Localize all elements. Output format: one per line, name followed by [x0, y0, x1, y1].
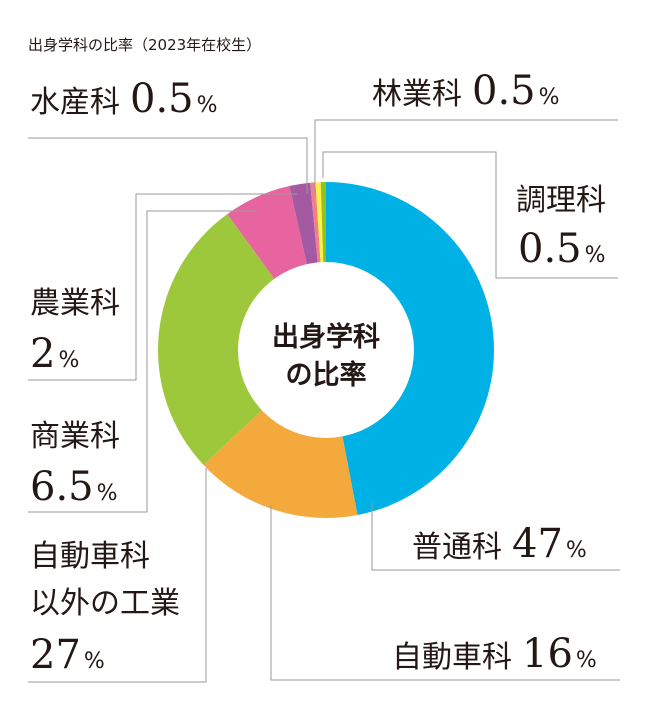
slice-name-5: 水産科 — [30, 85, 120, 120]
slice-unit-5: % — [197, 93, 218, 118]
center-label-line-1: 出身学科 — [272, 321, 380, 353]
slice-label-4-line-0: 農業科 — [30, 286, 120, 321]
slice-name-2: 自動車科 — [30, 539, 150, 574]
slice-label-2-line-2: 27% — [30, 632, 105, 678]
slice-label-4-line-1: 2% — [30, 331, 79, 377]
leader-lines — [28, 119, 620, 683]
slice-unit-6: % — [539, 85, 560, 110]
slice-name-0: 普通科 — [412, 530, 502, 565]
slice-value-4: 2 — [30, 331, 55, 377]
slice-value-5: 0.5 — [130, 76, 194, 122]
slice-value-1: 16 — [522, 631, 573, 677]
slice-value-3: 6.5 — [30, 464, 94, 510]
slice-unit-1: % — [576, 648, 597, 673]
slice-name-6: 林業科 — [372, 77, 462, 112]
slice-name-4: 農業科 — [30, 286, 120, 321]
slice-label-2-line-1: 以外の工業 — [30, 586, 180, 621]
leader-line-7 — [322, 151, 618, 279]
leader-line-6 — [314, 119, 618, 192]
slice-label-7-line-0: 調理科 — [516, 183, 606, 218]
slice-value-0: 47 — [512, 521, 563, 567]
slice-label-6-line-0: 林業科 0.5% — [372, 68, 560, 114]
slice-label-5-line-0: 水産科 0.5% — [30, 76, 218, 122]
slice-name-7: 調理科 — [516, 183, 606, 218]
slice-value-7: 0.5 — [518, 226, 582, 272]
slice-unit-7: % — [585, 243, 606, 268]
slice-label-7-line-1: 0.5% — [518, 226, 606, 272]
chart-title: 出身学科の比率（2023年在校生） — [28, 36, 261, 54]
donut-hole — [238, 262, 414, 438]
leader-line-1 — [270, 505, 620, 681]
slice-name-3: 商業科 — [30, 419, 120, 454]
slice-label-0-line-0: 普通科 47% — [412, 521, 587, 567]
leader-line-0 — [371, 503, 620, 571]
leader-line-4 — [28, 193, 297, 381]
leader-line-3 — [28, 210, 258, 513]
slice-name-1: 自動車科 — [392, 640, 512, 675]
slice-label-3-line-1: 6.5% — [30, 464, 118, 510]
leader-line-2 — [28, 468, 207, 683]
slice-label-1-line-0: 自動車科 16% — [392, 631, 597, 677]
slice-label-2-line-0: 自動車科 — [30, 539, 150, 574]
slice-unit-4: % — [58, 348, 79, 373]
slice-name-2: 以外の工業 — [30, 586, 180, 621]
slice-value-2: 27 — [30, 632, 81, 678]
slice-unit-3: % — [97, 481, 118, 506]
leader-line-5 — [28, 137, 308, 194]
slice-label-3-line-0: 商業科 — [30, 419, 120, 454]
center-label-line-2: の比率 — [286, 359, 367, 391]
slice-value-6: 0.5 — [472, 68, 536, 114]
slice-unit-0: % — [566, 538, 587, 563]
slice-unit-2: % — [84, 649, 105, 674]
